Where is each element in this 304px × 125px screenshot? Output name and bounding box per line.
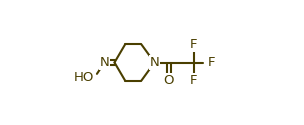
Text: F: F (208, 56, 215, 69)
Text: HO: HO (74, 71, 95, 84)
Text: N: N (150, 56, 159, 69)
Text: F: F (190, 74, 198, 87)
Text: F: F (190, 38, 198, 51)
Text: N: N (100, 56, 109, 69)
Text: O: O (164, 74, 174, 87)
